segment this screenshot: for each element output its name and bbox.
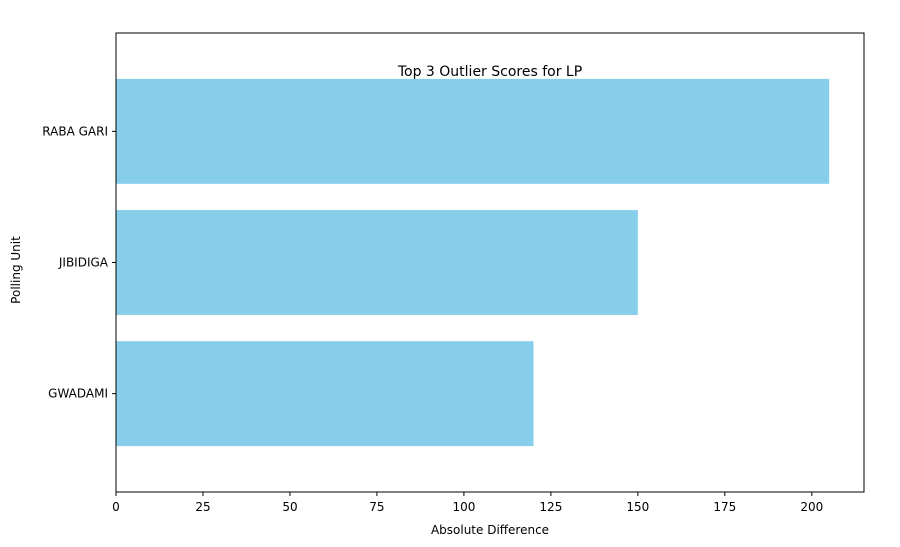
bars-group	[116, 78, 830, 447]
x-tick-label: 175	[713, 500, 736, 514]
x-ticks-group: 0 25 50 75 100 125 150 175 200	[112, 492, 823, 514]
x-tick-label: 150	[626, 500, 649, 514]
bar-gwadami	[116, 341, 534, 447]
y-ticks-group: RABA GARI JIBIDIGA GWADAMI	[42, 124, 116, 401]
x-tick-label: 200	[800, 500, 823, 514]
x-tick-label: 125	[539, 500, 562, 514]
bar-jibidiga	[116, 210, 638, 315]
x-axis-label: Absolute Difference	[431, 523, 549, 537]
x-tick-label: 50	[282, 500, 297, 514]
chart-title: Top 3 Outlier Scores for LP	[397, 64, 582, 80]
y-tick-label: RABA GARI	[42, 124, 108, 138]
x-tick-label: 100	[452, 500, 475, 514]
x-tick-label: 75	[369, 500, 384, 514]
x-tick-label: 0	[112, 500, 120, 514]
bar-raba-gari	[116, 78, 830, 184]
plot-frame	[115, 32, 865, 493]
y-axis-label: Polling Unit	[9, 236, 23, 304]
y-tick-label: GWADAMI	[48, 387, 108, 401]
x-tick-label: 25	[195, 500, 210, 514]
y-tick-label: JIBIDIGA	[58, 256, 109, 270]
